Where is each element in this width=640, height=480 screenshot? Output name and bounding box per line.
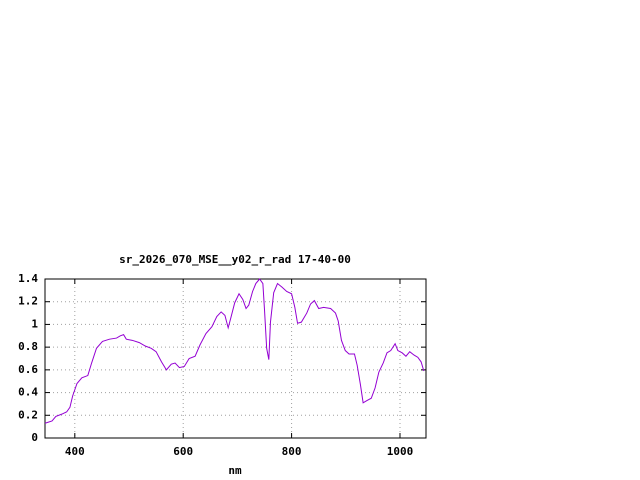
chart-title: sr_2026_070_MSE__y02_r_rad 17-40-00 [119,253,351,266]
x-axis-label: nm [228,464,242,477]
data-line [44,278,425,424]
x-tick-label: 600 [173,445,193,458]
x-tick-label: 1000 [387,445,414,458]
y-tick-label: 0.8 [18,340,38,353]
plot-frame [44,278,427,439]
y-tick-label: 0.2 [18,408,38,421]
y-tick-label: 0.4 [18,386,38,399]
x-tick-label: 800 [282,445,302,458]
y-tick-label: 1 [31,317,38,330]
y-tick-label: 0.6 [18,363,38,376]
y-tick-label: 1.4 [18,272,38,285]
y-tick-label: 0 [31,431,38,444]
y-tick-label: 1.2 [18,295,38,308]
x-tick-label: 400 [65,445,85,458]
